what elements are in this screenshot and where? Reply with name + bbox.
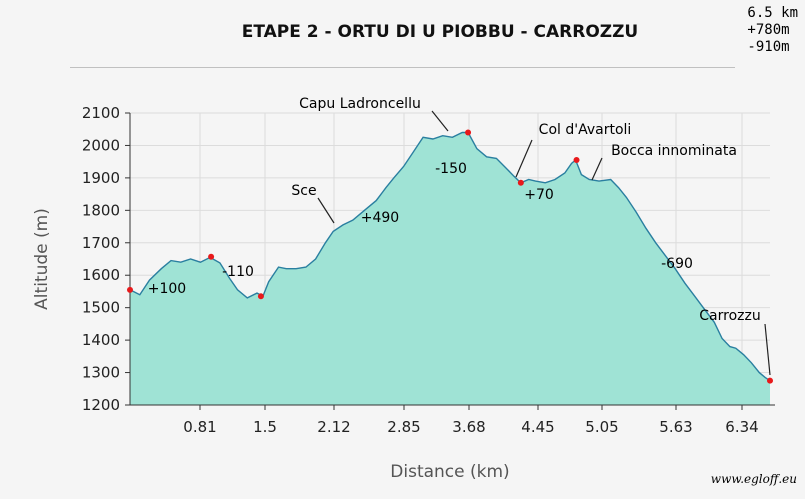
y-tick-label: 1500 [82, 299, 120, 317]
place-labels: Capu Ladroncellu Col d'Avartoli Bocca inno… [291, 96, 760, 324]
segment-label: +70 [524, 187, 554, 203]
leader-line [591, 157, 603, 181]
waypoint-marker [127, 286, 133, 293]
stage-descent: -910m [747, 39, 790, 55]
place-label: Sce [291, 183, 316, 199]
y-tick-label: 1400 [82, 331, 120, 349]
y-tick-label: 2100 [82, 104, 120, 122]
y-tick-label: 1700 [82, 234, 120, 252]
x-axis-title: Distance (km) [390, 462, 509, 482]
segment-label: -110 [222, 264, 254, 280]
x-tick-label: 0.81 [183, 418, 216, 436]
x-tick-label: 5.05 [585, 418, 618, 436]
x-tick-label: 3.68 [452, 418, 485, 436]
x-tick-label: 6.34 [725, 418, 758, 436]
waypoint-markers [127, 129, 773, 384]
waypoint-marker [208, 253, 215, 260]
x-tick-label: 4.45 [521, 418, 554, 436]
x-tick-label: 5.63 [659, 418, 692, 436]
tick-labels: 1200 1300 1400 1500 1600 1700 1800 1900 2000 2100… [82, 104, 759, 436]
place-label: Carrozzu [699, 308, 760, 324]
leader-line [317, 197, 335, 224]
y-tick-label: 2000 [82, 136, 120, 154]
x-tick-label: 2.12 [317, 418, 350, 436]
stage-stats: 6.5 km +780m -910m [747, 5, 798, 56]
place-label: Bocca innominata [611, 143, 737, 159]
segment-label: +100 [148, 281, 186, 297]
x-tick-label: 1.5 [253, 418, 277, 436]
leader-line [515, 139, 533, 178]
label-leaders [317, 110, 771, 376]
credit-text: www.egloff.eu [710, 472, 797, 486]
waypoint-marker [767, 377, 773, 384]
waypoint-marker [257, 293, 264, 300]
profile-area [130, 132, 770, 405]
waypoint-marker [517, 179, 524, 186]
leader-line [431, 110, 449, 132]
y-axis-title: Altitude (m) [32, 208, 52, 310]
leader-line [764, 323, 771, 376]
chart-title: ETAPE 2 - ORTU DI U PIOBBU - CARROZZU [241, 22, 639, 42]
segment-label: -150 [435, 161, 467, 177]
y-tick-label: 1300 [82, 364, 120, 382]
place-label: Col d'Avartoli [539, 122, 632, 138]
axes [129, 113, 775, 406]
segment-label: -690 [661, 256, 693, 272]
waypoint-marker [573, 157, 580, 164]
segment-label: +490 [361, 210, 399, 226]
waypoint-marker [465, 129, 472, 136]
y-tick-label: 1600 [82, 266, 120, 284]
y-tick-label: 1200 [82, 396, 120, 414]
place-label: Capu Ladroncellu [299, 96, 421, 112]
segment-labels: +100 -110 +490 -150 +70 -690 [148, 161, 693, 297]
title-divider [70, 67, 735, 68]
x-tick-label: 2.85 [387, 418, 420, 436]
y-tick-label: 1800 [82, 201, 120, 219]
stage-distance: 6.5 km [747, 5, 798, 21]
y-tick-label: 1900 [82, 169, 120, 187]
stage-ascent: +780m [747, 22, 790, 38]
